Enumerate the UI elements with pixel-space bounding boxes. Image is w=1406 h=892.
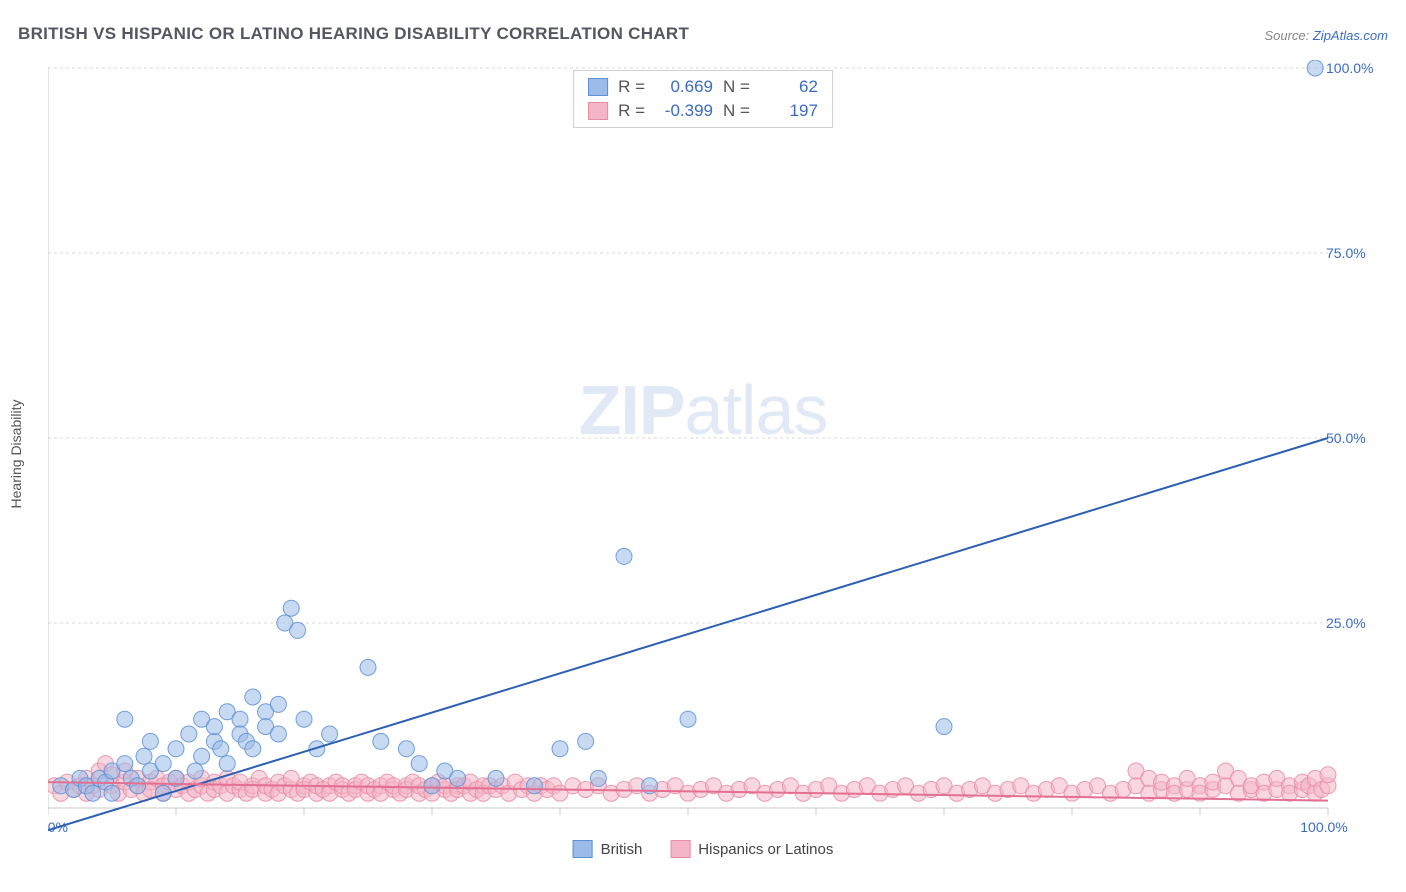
series-British	[53, 60, 1323, 801]
stat-r-label: R =	[618, 75, 645, 99]
svg-text:50.0%: 50.0%	[1326, 430, 1366, 446]
svg-text:25.0%: 25.0%	[1326, 615, 1366, 631]
legend-item: Hispanics or Latinos	[670, 840, 833, 858]
stat-r-value: 0.669	[655, 75, 713, 99]
legend-swatch	[573, 840, 593, 858]
stat-n-value: 197	[760, 99, 818, 123]
stats-row: R = -0.399 N = 197	[588, 99, 818, 123]
legend: British Hispanics or Latinos	[573, 840, 834, 858]
chart-container: 0.0%25.0%50.0%75.0%100.0%100.0%	[48, 60, 1388, 862]
series-Hispanics or Latinos	[48, 756, 1336, 802]
correlation-stats-box: R = 0.669 N = 62 R = -0.399 N = 197	[573, 70, 833, 128]
source-attribution: Source: ZipAtlas.com	[1264, 28, 1388, 43]
stat-r-value: -0.399	[655, 99, 713, 123]
y-axis-label: Hearing Disability	[8, 400, 24, 509]
chart-title: BRITISH VS HISPANIC OR LATINO HEARING DI…	[18, 24, 689, 44]
legend-label: British	[601, 841, 643, 858]
source-label: Source:	[1264, 28, 1312, 43]
legend-swatch	[670, 840, 690, 858]
stat-n-label: N =	[723, 99, 750, 123]
stat-r-label: R =	[618, 99, 645, 123]
stat-n-value: 62	[760, 75, 818, 99]
source-link[interactable]: ZipAtlas.com	[1313, 28, 1388, 43]
stat-n-label: N =	[723, 75, 750, 99]
legend-label: Hispanics or Latinos	[698, 841, 833, 858]
svg-text:100.0%: 100.0%	[1300, 819, 1347, 835]
scatter-chart: 0.0%25.0%50.0%75.0%100.0%100.0%	[48, 60, 1388, 850]
stats-swatch	[588, 102, 608, 120]
svg-text:100.0%: 100.0%	[1326, 60, 1373, 76]
svg-text:75.0%: 75.0%	[1326, 245, 1366, 261]
legend-item: British	[573, 840, 643, 858]
stats-row: R = 0.669 N = 62	[588, 75, 818, 99]
stats-swatch	[588, 78, 608, 96]
